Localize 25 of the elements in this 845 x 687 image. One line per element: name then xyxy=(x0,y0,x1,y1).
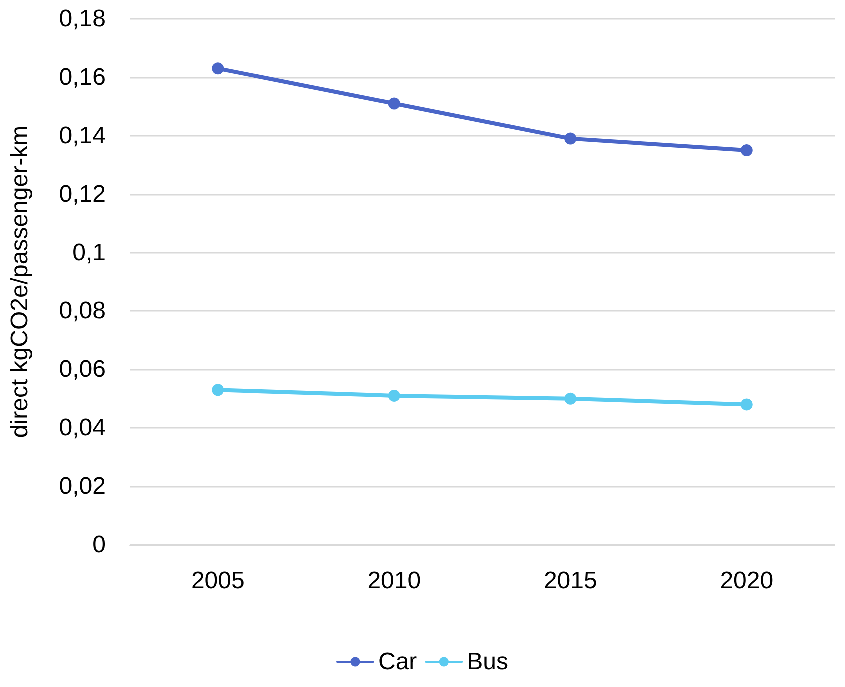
y-tick-label: 0,04 xyxy=(59,414,106,442)
y-tick-label: 0,18 xyxy=(59,6,106,32)
legend-label: Bus xyxy=(467,648,509,676)
legend-label: Car xyxy=(378,648,418,676)
y-tick-label: 0,1 xyxy=(72,239,106,266)
point xyxy=(388,98,400,110)
point xyxy=(388,390,400,402)
point xyxy=(564,392,577,405)
y-tick-label: 0,12 xyxy=(59,180,106,208)
point xyxy=(564,132,577,145)
y-tick-label: 0,14 xyxy=(59,122,106,150)
y-tick-label: 0,16 xyxy=(59,64,106,91)
y-tick-label: 0,06 xyxy=(59,356,106,384)
y-axis-title: direct kgCO2e/passenger-km xyxy=(6,126,34,438)
point xyxy=(212,384,224,396)
point xyxy=(740,398,753,411)
x-tick-label: 2005 xyxy=(191,568,245,594)
y-tick-label: 0 xyxy=(92,532,106,558)
point xyxy=(740,144,753,156)
x-tick-label: 2010 xyxy=(368,568,422,594)
y-tick-label: 0,02 xyxy=(59,473,106,500)
y-tick-label: 0,08 xyxy=(59,298,106,325)
x-tick-label: 2015 xyxy=(544,568,598,594)
point xyxy=(212,62,224,75)
x-tick-label: 2020 xyxy=(720,568,774,594)
